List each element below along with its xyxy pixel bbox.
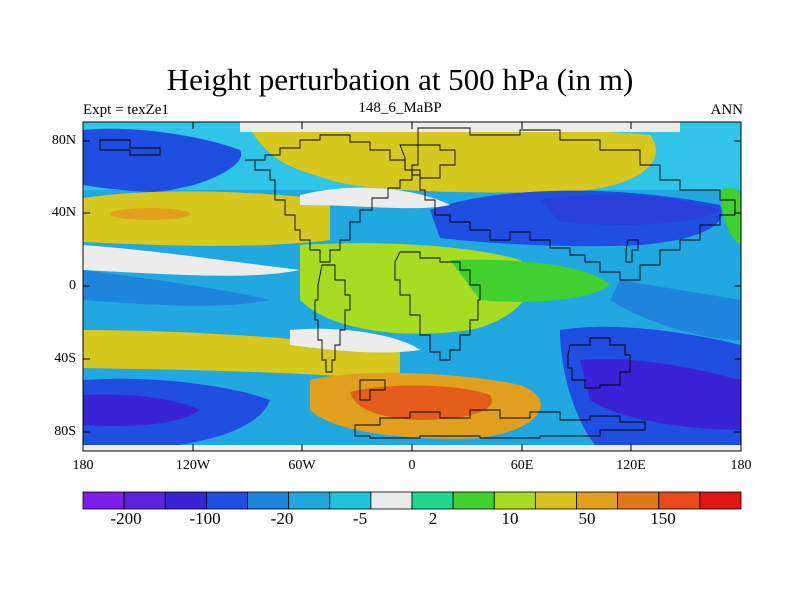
y-tick-label: 80S	[54, 424, 76, 439]
colorbar-box	[205, 491, 248, 510]
coastlines	[99, 127, 736, 439]
colorbar-label: -200	[110, 509, 142, 528]
antarctic-peninsula	[359, 379, 386, 401]
colorbar-box	[329, 491, 372, 510]
greenland-coast	[399, 144, 456, 179]
colorbar-box	[617, 491, 660, 510]
equator-white-west	[83, 245, 300, 276]
africa-coast	[394, 251, 481, 361]
x-tick-label: 120W	[175, 458, 211, 473]
season-label: ANN	[710, 102, 744, 118]
colorbar	[82, 491, 742, 510]
y-tick-label: 80N	[51, 133, 76, 148]
japan-coast	[625, 239, 639, 263]
east-green-edge	[720, 188, 741, 245]
colorbar-box	[82, 491, 125, 510]
antarctica-coast	[354, 409, 646, 439]
siberia-dark-blue	[540, 194, 720, 225]
colorbar-box	[370, 491, 413, 510]
colorbar-label: -100	[189, 509, 221, 528]
arctic-island-west	[99, 139, 161, 156]
x-tick-label: 120E	[616, 458, 646, 473]
colorbar-label: 50	[578, 509, 596, 528]
colorbar-label: 2	[428, 509, 438, 528]
australia-coast	[567, 337, 631, 389]
x-tick-label: 60W	[288, 458, 316, 473]
colorbar-label: -20	[270, 509, 294, 528]
arctic-blue-west	[83, 128, 242, 192]
height-field	[83, 122, 741, 451]
sh-dark-purple-west	[83, 394, 200, 427]
pacific-blue	[610, 280, 741, 340]
x-tick-label: 0	[408, 458, 416, 473]
south-america-coast	[314, 264, 351, 373]
colorbar-label: 10	[501, 509, 519, 528]
arctic-white-rim	[240, 122, 680, 132]
sh-red-core	[350, 385, 492, 420]
colorbar-box	[534, 491, 577, 510]
colorbar-box	[658, 491, 701, 510]
north-america-coast	[245, 134, 413, 263]
y-tick-label: 0	[69, 278, 76, 293]
colorbar-box	[452, 491, 495, 510]
colorbar-box	[123, 491, 166, 510]
x-tick-label: 180	[730, 458, 752, 473]
colorbar-label: -5	[352, 509, 368, 528]
colorbar-label: 150	[650, 509, 676, 528]
axis-ticks	[82, 122, 742, 451]
experiment-label: Expt = texZe1	[83, 102, 169, 118]
equator-blue-west	[83, 270, 270, 306]
midlat-orange-blob	[110, 208, 190, 220]
tropical-green-east	[450, 259, 610, 302]
y-tick-label: 40S	[54, 351, 76, 366]
colorbar-box	[576, 491, 619, 510]
colorbar-box	[164, 491, 207, 510]
x-tick-label: 60E	[510, 458, 534, 473]
y-tick-label: 40N	[51, 205, 76, 220]
x-tick-label: 180	[72, 458, 94, 473]
colorbar-box	[411, 491, 454, 510]
time-label: 148_6_MaBP	[358, 100, 442, 116]
southern-white-strip	[290, 328, 420, 353]
midlat-yellow-band-west	[83, 191, 330, 246]
eurasia-coast	[411, 127, 736, 281]
colorbar-box	[493, 491, 536, 510]
colorbar-box	[247, 491, 290, 510]
plot-title: Height perturbation at 500 hPa (in m)	[166, 62, 634, 97]
colorbar-box	[699, 491, 742, 510]
colorbar-box	[288, 491, 331, 510]
